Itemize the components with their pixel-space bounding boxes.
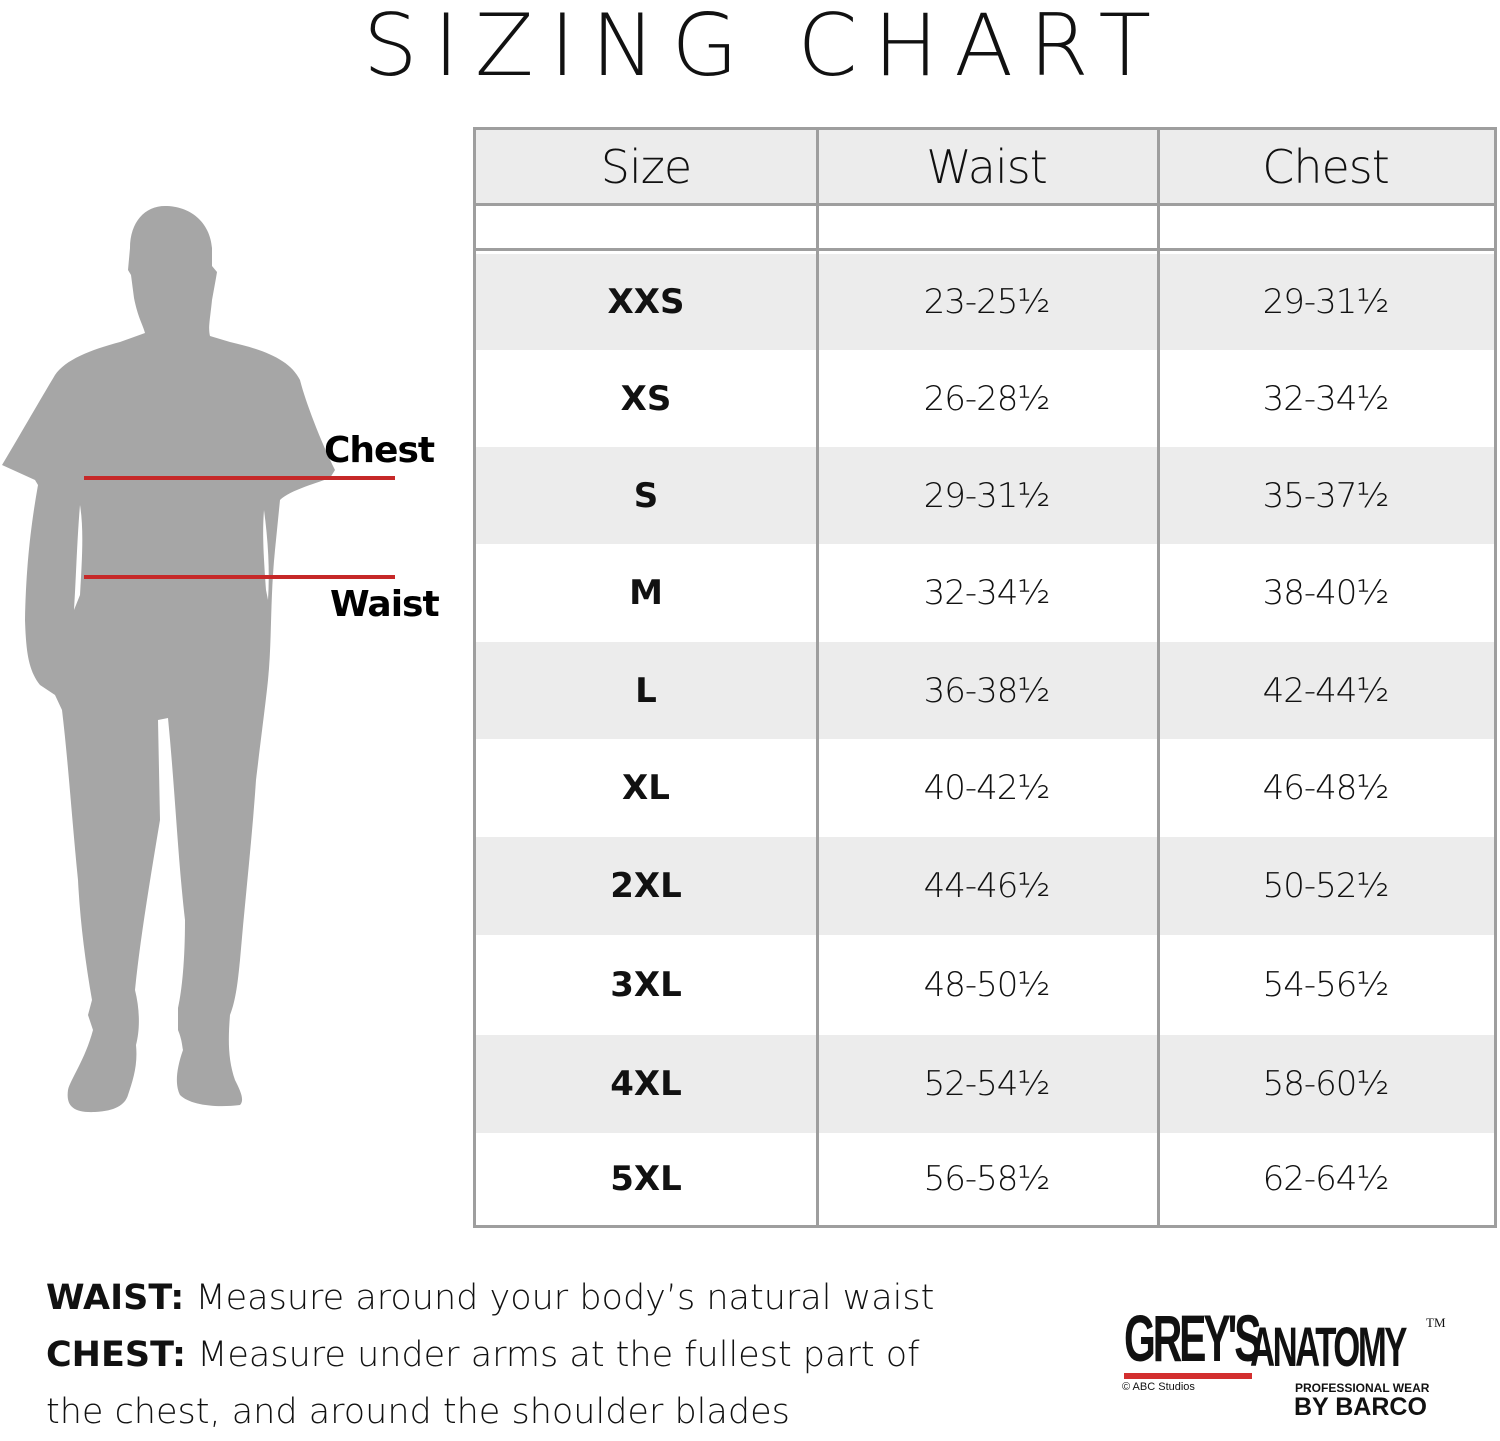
- waist-cell: 52-54½: [923, 1064, 1051, 1104]
- table-header-row: Size Waist Chest: [476, 130, 1494, 206]
- waist-note: WAIST: Measure around your body’s natura…: [46, 1270, 1006, 1327]
- chest-cell: 29-31½: [1262, 282, 1390, 322]
- chest-cell: 50-52½: [1262, 866, 1390, 906]
- logo-brand-part1: GREY'S: [1124, 1301, 1261, 1375]
- logo-tagline: PROFESSIONAL WEAR: [1295, 1381, 1430, 1395]
- chest-cell: 58-60½: [1262, 1064, 1390, 1104]
- waist-cell: 56-58½: [923, 1159, 1051, 1199]
- table-row: 2XL 44-46½ 50-52½: [476, 837, 1494, 935]
- sizing-table: Size Waist Chest XXS 23-25½ 29-31½ XS 26…: [473, 127, 1497, 1228]
- measurement-notes: WAIST: Measure around your body’s natura…: [46, 1270, 1006, 1441]
- column-divider: [1157, 130, 1160, 1225]
- logo-trademark: TM: [1426, 1315, 1446, 1330]
- size-cell: M: [629, 573, 663, 613]
- waist-note-text: Measure around your body’s natural waist: [184, 1278, 935, 1318]
- header-size: Size: [600, 139, 692, 194]
- waist-label: Waist: [330, 584, 440, 625]
- logo-brand-part2: ANATOMY: [1250, 1315, 1407, 1378]
- waist-cell: 26-28½: [923, 378, 1051, 419]
- size-cell: 3XL: [610, 965, 682, 1005]
- human-silhouette-icon: [2, 206, 395, 1113]
- waist-cell: 29-31½: [923, 475, 1051, 516]
- chest-cell: 42-44½: [1262, 670, 1390, 711]
- size-cell: 5XL: [610, 1159, 682, 1199]
- chest-note-text: Measure under arms at the fullest part o…: [46, 1335, 920, 1432]
- waist-cell: 32-34½: [923, 573, 1051, 613]
- waist-cell: 36-38½: [923, 670, 1051, 711]
- table-row: 4XL 52-54½ 58-60½: [476, 1035, 1494, 1133]
- table-row: 3XL 48-50½ 54-56½: [476, 935, 1494, 1035]
- logo-maker: BY BARCO: [1294, 1393, 1427, 1421]
- size-cell: XS: [620, 378, 672, 419]
- header-waist: Waist: [926, 139, 1048, 194]
- size-cell: 2XL: [610, 866, 682, 906]
- table-row: S 29-31½ 35-37½: [476, 447, 1494, 544]
- logo-copyright: © ABC Studios: [1122, 1381, 1195, 1393]
- table-row: XXS 23-25½ 29-31½: [476, 254, 1494, 350]
- header-chest: Chest: [1262, 139, 1390, 194]
- size-cell: S: [633, 475, 659, 516]
- table-row: XS 26-28½ 32-34½: [476, 350, 1494, 447]
- size-cell: 4XL: [610, 1064, 682, 1104]
- size-cell: L: [635, 670, 657, 711]
- table-row: L 36-38½ 42-44½: [476, 642, 1494, 739]
- chest-note: CHEST: Measure under arms at the fullest…: [46, 1327, 946, 1441]
- chest-cell: 32-34½: [1262, 378, 1390, 419]
- size-cell: XXS: [607, 282, 685, 322]
- page-title: SIZING CHART: [362, 0, 1168, 96]
- table-row: 5XL 56-58½ 62-64½: [476, 1133, 1494, 1225]
- waist-cell: 44-46½: [923, 866, 1051, 906]
- chest-note-term: CHEST:: [46, 1335, 187, 1375]
- waist-cell: 48-50½: [923, 965, 1051, 1005]
- greys-anatomy-logo: GREY'S ANATOMY TM © ABC Studios PROFESSI…: [1120, 1305, 1480, 1427]
- waist-note-term: WAIST:: [46, 1278, 185, 1318]
- waist-cell: 40-42½: [923, 768, 1051, 808]
- column-divider: [816, 130, 819, 1225]
- chest-cell: 46-48½: [1262, 768, 1390, 808]
- body-measurement-figure: Chest Waist: [0, 200, 460, 1240]
- chest-cell: 35-37½: [1262, 475, 1390, 516]
- table-spacer-row: [476, 206, 1494, 251]
- table-row: XL 40-42½ 46-48½: [476, 739, 1494, 837]
- chest-cell: 62-64½: [1262, 1159, 1390, 1199]
- chest-cell: 54-56½: [1262, 965, 1390, 1005]
- waist-cell: 23-25½: [923, 282, 1051, 322]
- size-cell: XL: [622, 768, 670, 808]
- chest-cell: 38-40½: [1262, 573, 1390, 613]
- table-row: M 32-34½ 38-40½: [476, 544, 1494, 642]
- logo-red-bar: [1124, 1373, 1252, 1379]
- chest-label: Chest: [324, 430, 435, 471]
